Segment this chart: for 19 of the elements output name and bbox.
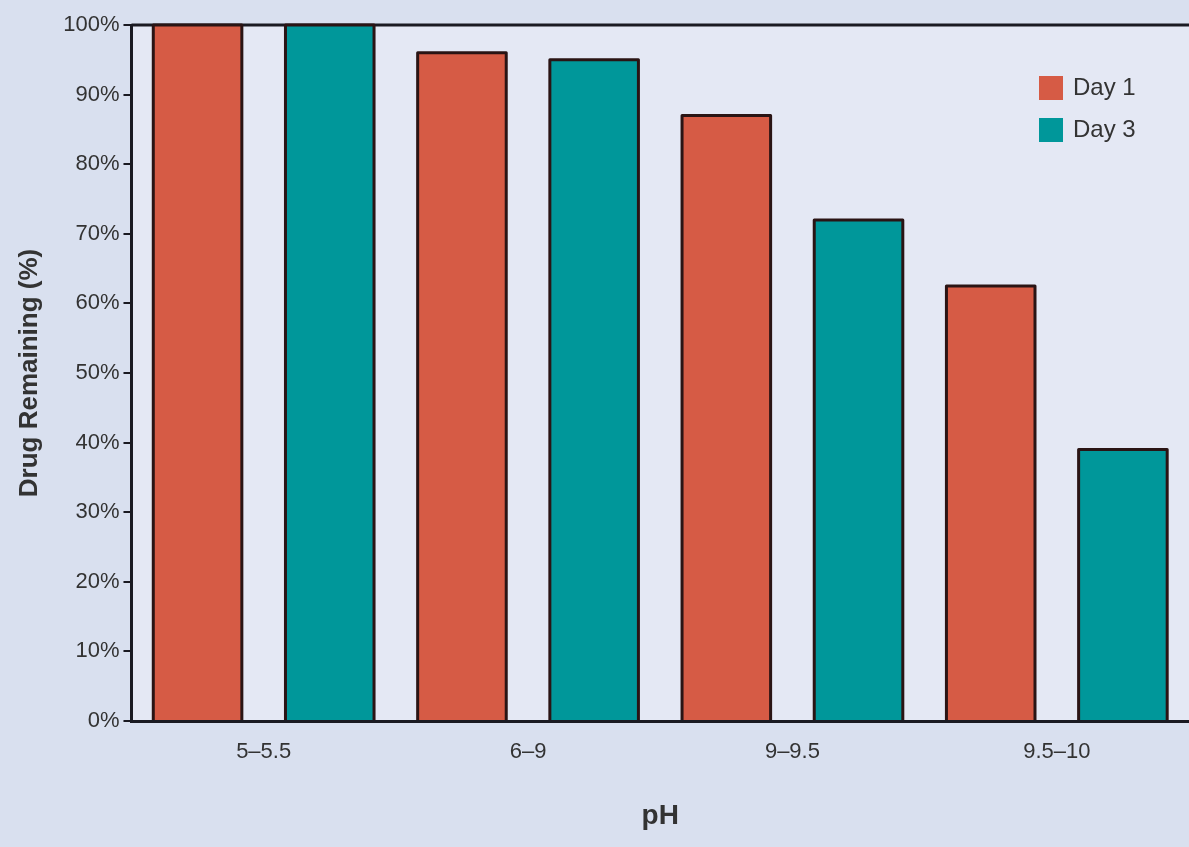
y-axis-title: Drug Remaining (%) [12,248,43,498]
x-axis-title: pH [641,798,679,830]
y-tick-label: 70% [75,219,120,245]
y-tick-label: 80% [75,150,120,176]
y-tick-label: 0% [87,707,120,733]
y-tick-label: 10% [75,637,120,663]
x-tick-label: 9.5–10 [1023,738,1091,764]
x-tick-label: 6–9 [509,738,547,764]
y-tick-label: 30% [75,498,120,524]
legend-label: Day 1 [1073,72,1136,100]
x-tick-label: 5–5.5 [236,738,292,764]
legend-label: Day 3 [1073,114,1136,142]
y-tick-label: 90% [75,80,120,106]
x-tick-label: 9–9.5 [764,738,820,764]
y-tick-label: 20% [75,567,120,593]
y-tick-label: 50% [75,359,120,385]
y-tick-label: 60% [75,289,120,315]
y-tick-label: 100% [63,11,120,37]
y-tick-label: 40% [75,428,120,454]
